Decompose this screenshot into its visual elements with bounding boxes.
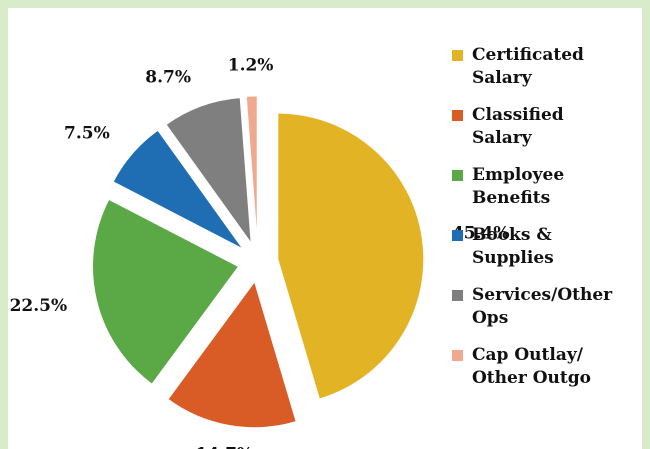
legend-label: Services/Other Ops	[472, 285, 613, 328]
legend-label: Books & Supplies	[472, 225, 554, 268]
legend-swatch	[452, 170, 463, 181]
data-label: 7.5%	[64, 123, 110, 143]
data-label: 8.7%	[145, 67, 191, 87]
data-label: 45.4%	[452, 223, 510, 243]
legend-swatch	[452, 230, 463, 241]
legend: Certificated Salary Classified Salary Empl…	[452, 44, 632, 404]
legend-item: Employee Benefits	[452, 164, 622, 210]
pie-slice	[245, 95, 258, 243]
data-label: 1.2%	[228, 56, 274, 76]
legend-swatch	[452, 50, 463, 61]
legend-item: Certificated Salary	[452, 44, 622, 90]
pie-slice	[167, 280, 297, 429]
legend-label: Classified Salary	[472, 105, 564, 148]
pie-slice	[277, 112, 425, 400]
pie-slice	[165, 97, 252, 245]
legend-item: Books & Supplies	[452, 224, 622, 270]
legend-item: Classified Salary	[452, 104, 622, 150]
pie-slice	[92, 198, 240, 385]
data-label: 22.5%	[10, 296, 68, 316]
legend-swatch	[452, 110, 463, 121]
legend-swatch	[452, 290, 463, 301]
legend-item: Services/Other Ops	[452, 284, 622, 330]
pie-slice	[112, 129, 244, 250]
legend-swatch	[452, 350, 463, 361]
legend-label: Employee Benefits	[472, 165, 565, 208]
legend-label: Certificated Salary	[472, 45, 584, 88]
legend-item: Cap Outlay/ Other Outgo	[452, 344, 622, 390]
data-label: 14.7%	[196, 445, 254, 449]
legend-label: Cap Outlay/ Other Outgo	[472, 345, 591, 388]
